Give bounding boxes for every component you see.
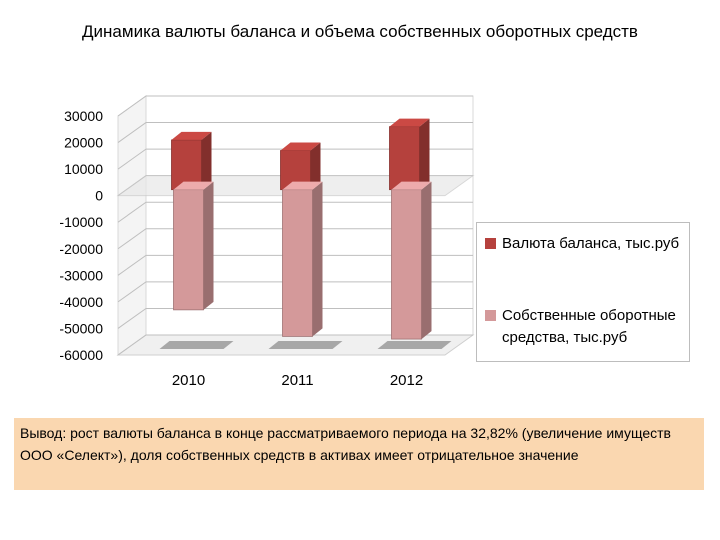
bar-shadow [159,341,234,349]
y-tick-label: -60000 [59,347,103,363]
bar-working-capital-front [282,189,313,337]
gridline [117,201,473,223]
bar-working-capital-side [203,181,214,310]
bar-working-capital-front [391,189,422,340]
y-tick-label: -50000 [59,320,103,336]
x-tick-label: 2012 [390,372,423,389]
x-tick-label: 2010 [172,372,205,389]
y-tick-label: 10000 [64,161,103,177]
bar-working-capital-side [421,181,432,340]
gridline [117,122,473,143]
bar-balance-top [389,118,430,127]
legend-item-working-capital: Собственные оборотные средства, тыс.руб [485,305,692,349]
gridline [117,334,473,356]
gridline [117,148,473,170]
bar-balance-side [201,131,212,190]
x-tick-label: 2011 [281,372,313,389]
bar-balance-front [389,126,420,191]
bar-balance-top [280,142,321,151]
legend-label-balance: Валюта баланса, тыс.руб [502,235,680,252]
bar-working-capital-front [173,189,204,311]
chart-side-wall [117,95,147,356]
y-tick-label: 20000 [64,135,103,151]
chart-title: Динамика валюты баланса и объема собстве… [82,22,638,41]
bar-balance-side [310,142,321,190]
bar-shadow [268,341,343,349]
bar-shadow [377,341,452,349]
bar-balance-top [171,131,212,140]
chart-legend: Валюта баланса, тыс.руб Собственные обор… [476,222,690,362]
gridline [117,254,473,276]
legend-label-working-capital: Собственные оборотные средства, тыс.руб [502,307,676,346]
conclusion-text: Вывод: рост валюты баланса в конце рассм… [14,418,704,490]
bar-working-capital-top [391,181,432,190]
bar-working-capital-side [312,181,323,337]
y-tick-label: 0 [95,188,103,204]
bar-working-capital-top [173,181,214,190]
y-tick-label: 30000 [64,108,103,124]
gridline [117,307,473,329]
gridline [117,228,473,250]
y-tick-label: -20000 [59,241,103,257]
legend-item-balance: Валюта баланса, тыс.руб [485,233,692,255]
y-tick-label: -30000 [59,267,103,283]
legend-swatch-working-capital [485,310,496,321]
bar-balance-side [419,118,430,190]
gridline [117,281,473,303]
bar-working-capital-top [282,181,323,190]
legend-swatch-balance [485,238,496,249]
y-tick-label: -10000 [59,214,103,230]
gridline [117,95,473,117]
y-tick-label: -40000 [59,294,103,310]
